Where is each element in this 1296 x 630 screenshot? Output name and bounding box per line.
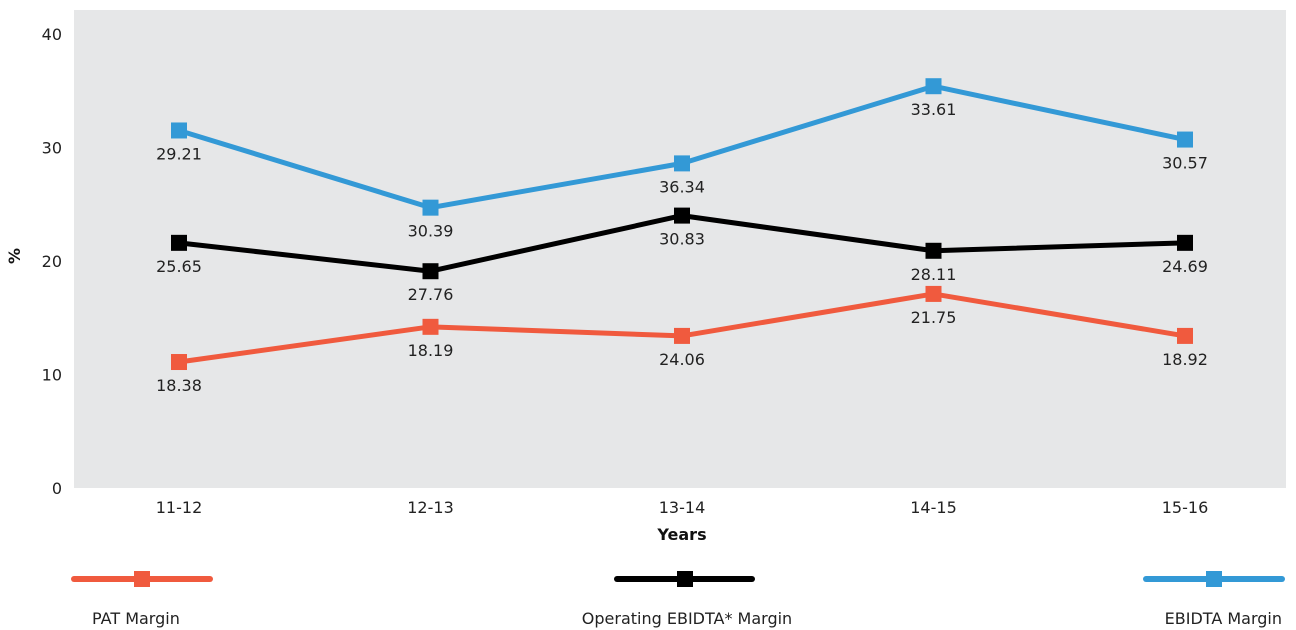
legend-label: PAT Margin	[92, 609, 180, 628]
data-label: 27.76	[408, 285, 454, 304]
legend-item: Operating EBIDTA* Margin	[582, 571, 792, 628]
x-tick-label: 12-13	[407, 498, 454, 517]
data-label: 18.92	[1162, 350, 1208, 369]
x-tick-label: 13-14	[659, 498, 706, 517]
data-label: 24.69	[1162, 257, 1208, 276]
data-point-marker	[674, 207, 690, 224]
data-point-marker	[1177, 327, 1193, 344]
series-markers	[171, 78, 1193, 371]
data-point-marker	[925, 78, 942, 95]
x-tick-label: 14-15	[910, 498, 957, 517]
data-label: 29.21	[156, 144, 202, 163]
y-axis-ticks: 0 10 20 30 40	[42, 25, 62, 498]
x-tick-label: 15-16	[1162, 498, 1209, 517]
data-label: 30.39	[408, 222, 454, 241]
y-tick-label: 10	[42, 366, 62, 385]
plot-area	[74, 10, 1286, 488]
data-label: 28.11	[911, 265, 957, 284]
y-axis-title: %	[5, 248, 24, 264]
data-label: 36.34	[659, 177, 705, 196]
data-point-marker	[422, 318, 439, 335]
y-tick-label: 40	[42, 25, 62, 44]
x-tick-label: 11-12	[156, 498, 203, 517]
legend-swatch-marker	[134, 571, 150, 587]
data-label: 30.83	[659, 230, 705, 249]
data-point-marker	[171, 354, 187, 371]
data-point-marker	[171, 234, 187, 251]
data-point-marker	[171, 122, 187, 139]
data-label: 33.61	[911, 100, 957, 119]
legend-swatch-marker	[677, 571, 693, 587]
x-axis-ticks: 11-12 12-13 13-14 14-15 15-16	[156, 498, 1209, 517]
legend-swatch-marker	[1206, 571, 1222, 587]
legend-label: EBIDTA Margin	[1165, 609, 1282, 628]
y-tick-label: 30	[42, 139, 62, 158]
data-label: 25.65	[156, 257, 202, 276]
legend-label: Operating EBIDTA* Margin	[582, 609, 792, 628]
legend-item: EBIDTA Margin	[1143, 571, 1285, 628]
data-label: 21.75	[911, 308, 957, 327]
data-labels: 18.38 18.19 24.06 21.75 18.92 25.65 27.76 30.83…	[156, 100, 1208, 395]
data-point-marker	[422, 263, 439, 280]
y-tick-label: 20	[42, 252, 62, 271]
legend-item: PAT Margin	[71, 571, 213, 628]
legend: PAT Margin Operating EBIDTA* Margin EBIDTA…	[71, 571, 1285, 628]
data-point-marker	[674, 155, 690, 172]
data-label: 18.19	[408, 341, 454, 360]
data-point-marker	[422, 199, 439, 216]
data-point-marker	[925, 285, 942, 302]
y-tick-label: 0	[52, 479, 62, 498]
data-label: 24.06	[659, 350, 705, 369]
data-point-marker	[1177, 234, 1193, 251]
data-point-marker	[1177, 131, 1193, 148]
data-label: 18.38	[156, 376, 202, 395]
data-point-marker	[925, 242, 942, 259]
data-label: 30.57	[1162, 154, 1208, 173]
data-point-marker	[674, 327, 690, 344]
x-axis-title: Years	[656, 525, 706, 544]
